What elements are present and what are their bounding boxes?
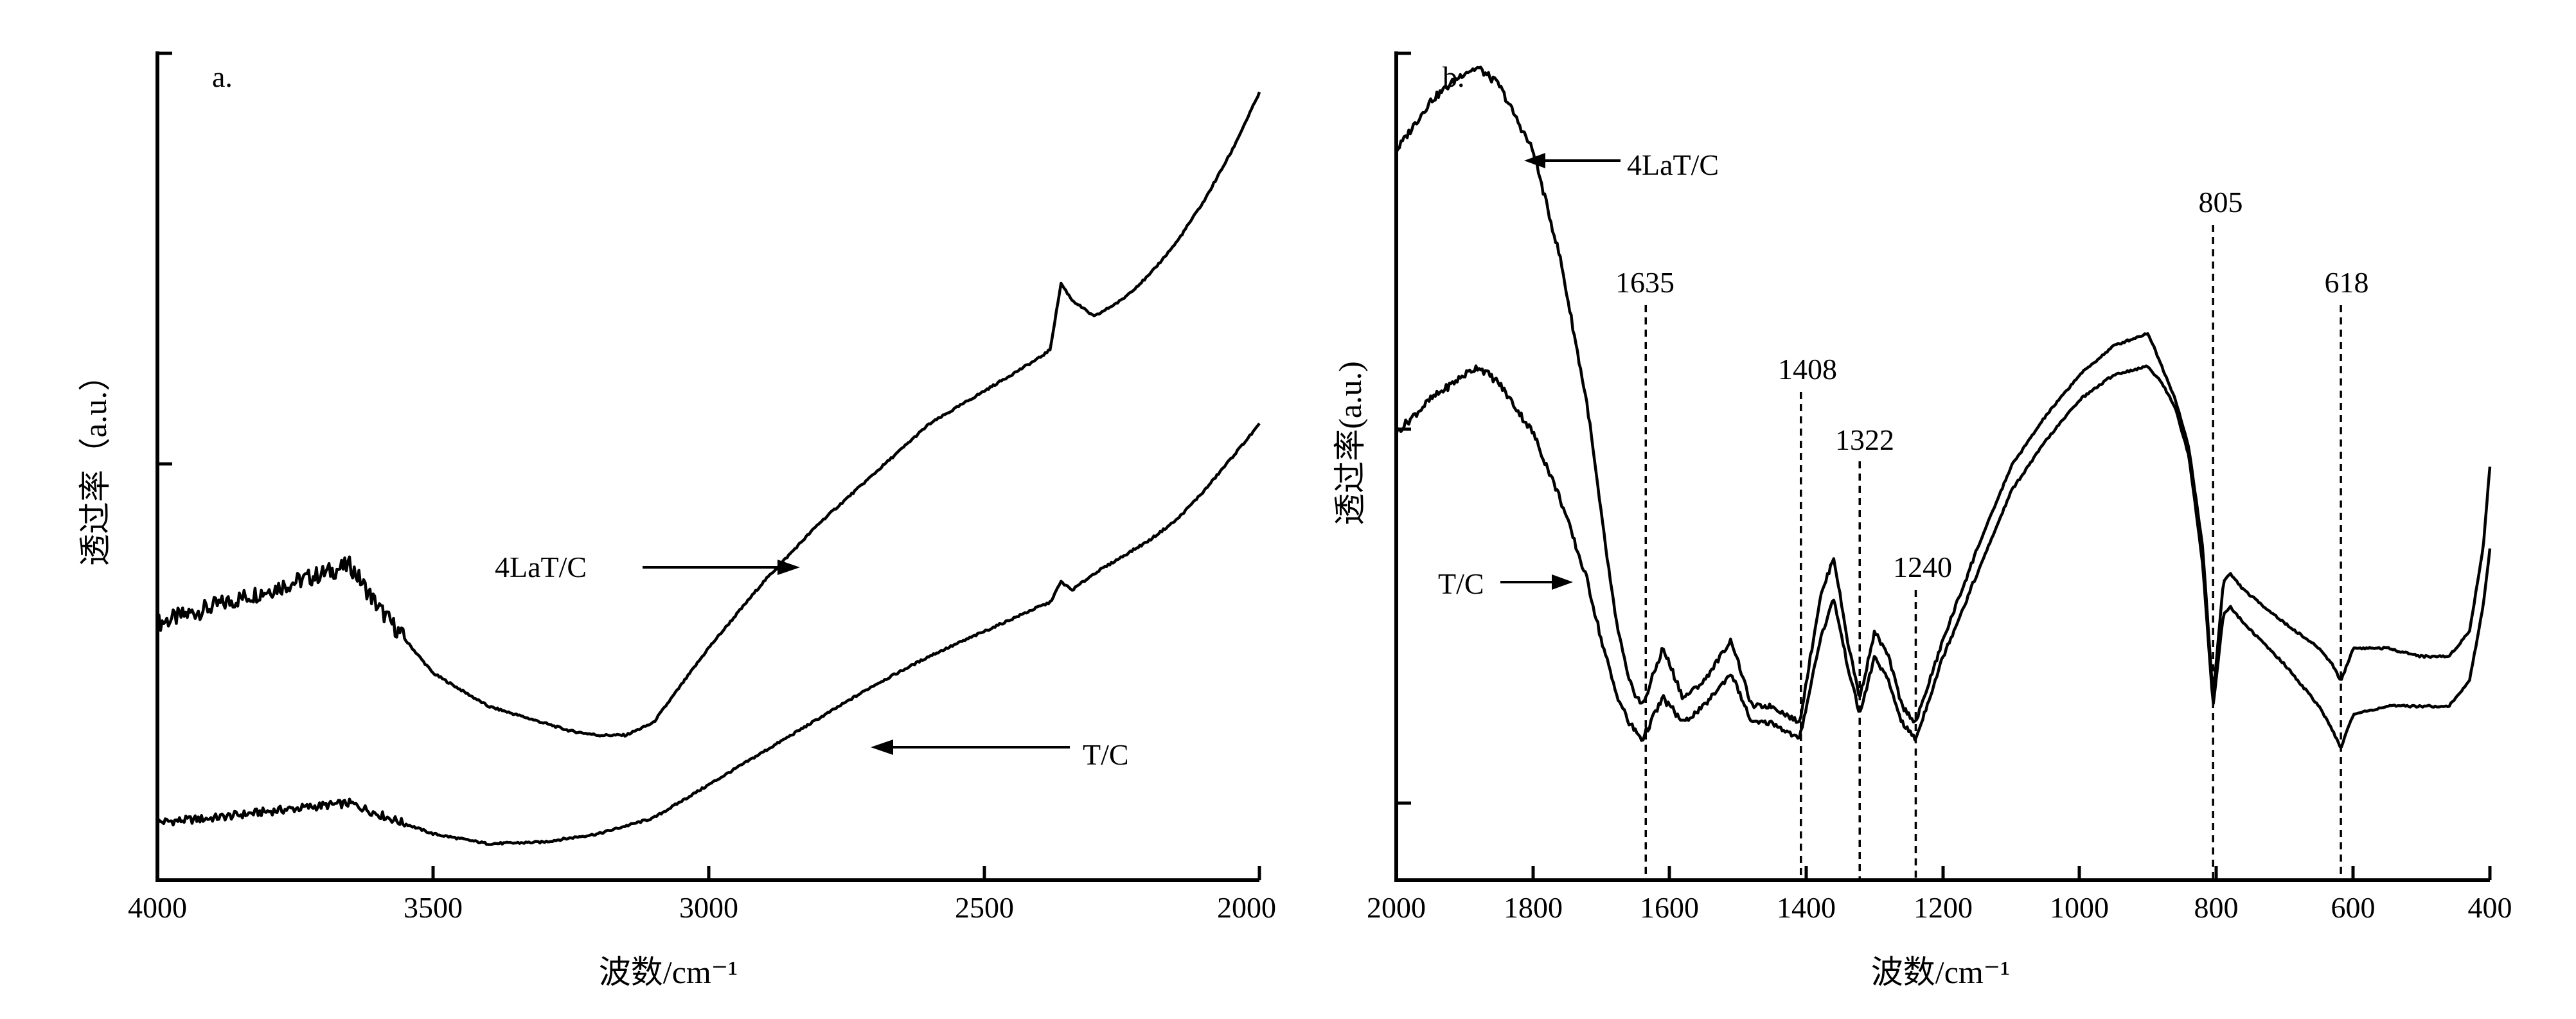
panel-b-arrowhead-t-c	[1552, 574, 1573, 590]
panel-b-peak-label: 805	[2199, 186, 2243, 218]
panel-a: a. 4000 3500 3000 2500 2000 波数/cm⁻¹ 透过率（…	[77, 51, 1276, 990]
panel-b-series-t-c	[1394, 364, 2492, 749]
panel-b-x-tick-label: 1600	[1640, 891, 1699, 924]
panel-b-x-tick-label: 400	[2468, 891, 2512, 924]
panel-b-peak-label: 618	[2325, 266, 2369, 299]
panel-b-x-tick-label: 1800	[1504, 891, 1563, 924]
panel-b-x-tick-label: 600	[2331, 891, 2376, 924]
panel-a-x-tick-label: 4000	[128, 891, 187, 924]
panel-b-peak-label: 1635	[1615, 266, 1674, 299]
panel-a-letter: a.	[212, 60, 233, 93]
panel-b-series-4lat-c	[1394, 66, 2492, 724]
panel-b-peak-label: 1240	[1893, 551, 1952, 583]
panel-b-y-axis-title: 透过率(a.u.)	[1332, 361, 1368, 526]
panel-a-label-4lat-c: 4LaT/C	[495, 551, 587, 583]
panel-a-arrowhead-4lat-c	[777, 560, 800, 575]
panel-a-series-t-c	[155, 422, 1261, 846]
panel-b-x-tick-label: 1200	[1914, 891, 1973, 924]
panel-a-x-tick-label: 3500	[404, 891, 463, 924]
panel-a-x-tick-label: 2000	[1217, 891, 1276, 924]
panel-b-arrowhead-4lat-c	[1524, 153, 1545, 168]
panel-a-x-axis-title: 波数/cm⁻¹	[599, 954, 738, 990]
panel-b-x-tick-label: 2000	[1367, 891, 1426, 924]
panel-b-x-ticks: 2000 1800 1600 1400 1200 1000 800 600 40…	[1367, 866, 2512, 924]
panel-b: b. 2000 1800 1600 1400 1200 1000 800 600…	[1332, 51, 2512, 990]
panel-b-label-4lat-c: 4LaT/C	[1627, 148, 1719, 181]
panel-a-x-tick-label: 3000	[679, 891, 738, 924]
panel-a-series-4lat-c	[155, 91, 1261, 738]
panel-b-peak-label: 1408	[1778, 353, 1837, 385]
panel-a-x-ticks: 4000 3500 3000 2500 2000	[128, 866, 1276, 924]
panel-a-arrowhead-t-c	[871, 740, 893, 755]
panel-b-x-tick-label: 1400	[1777, 891, 1836, 924]
panel-b-reference-lines	[1644, 225, 2342, 880]
panel-b-label-t-c: T/C	[1438, 567, 1484, 600]
panel-a-label-t-c: T/C	[1083, 738, 1129, 771]
panel-b-x-tick-label: 800	[2194, 891, 2239, 924]
panel-b-peak-label: 1322	[1835, 423, 1894, 456]
panel-b-x-axis-title: 波数/cm⁻¹	[1871, 954, 2010, 990]
panel-a-x-tick-label: 2500	[955, 891, 1014, 924]
panel-a-y-axis-title: 透过率（a.u.）	[77, 359, 113, 566]
panel-b-x-tick-label: 1000	[2050, 891, 2109, 924]
